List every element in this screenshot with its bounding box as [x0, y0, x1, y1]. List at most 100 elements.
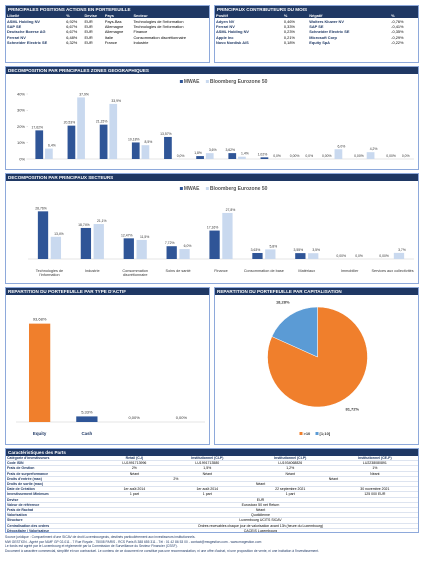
- table-cell: Néant: [331, 471, 418, 477]
- table-cell: Néant: [248, 476, 418, 483]
- value-label: 0,0%: [305, 154, 313, 158]
- bar: [99, 124, 108, 159]
- table-cell: 1,2%: [248, 465, 332, 472]
- value-label: 7,72%: [165, 241, 175, 245]
- bar: [166, 246, 177, 259]
- chart: 28,76% 13,4% 18,74% 21,1% 12,47% 11,5% 7,72% 6,…: [28, 186, 414, 260]
- table-cell: ASML Holding NV: [7, 18, 40, 24]
- table-cell: Novo Nordisk A/S: [216, 40, 249, 46]
- chart-title: DECOMPOSITION PAR PRINCIPALES ZONES GEOG…: [6, 67, 418, 74]
- bar: [45, 148, 53, 159]
- chart-area: 93,68% 5,33% 0,00% 0,00% Equity Cash: [6, 295, 209, 444]
- value-label: 17,16%: [207, 226, 219, 230]
- table-cell: 0,21%: [283, 34, 295, 40]
- value-label: 10,18%: [128, 137, 140, 141]
- bar: [222, 212, 233, 259]
- table-cell: Technologies de l'information: [133, 23, 184, 29]
- y-tick-label: 0%: [19, 156, 25, 161]
- legend-label: MWAE: [184, 79, 200, 85]
- bar: [50, 236, 62, 259]
- chart: 93,68% 5,33% 0,00% 0,00%: [16, 317, 205, 423]
- legend-label: >10: [304, 431, 312, 436]
- row-label: Frais de Rachat: [6, 507, 103, 514]
- table-title: PRINCIPAUX CONTRIBUTEURS DU MOIS: [215, 6, 418, 13]
- table-cell: LU1991713996: [103, 460, 166, 467]
- table-cell: Luxembourg UCITS SICAV: [103, 517, 418, 524]
- bar: [164, 136, 172, 159]
- bar: [205, 153, 214, 159]
- chart-area: 28,76% 13,4% 18,74% 21,1% 12,47% 11,5% 7,72% 6,…: [6, 181, 418, 283]
- value-label: 0,00%: [128, 415, 140, 420]
- column-header: %: [65, 13, 84, 19]
- chart-title: DECOMPOSITION PAR PRINCIPAUX SECTEURS: [6, 174, 418, 181]
- row-label: Code ISIN: [6, 460, 103, 467]
- table-cell: Microsoft Corp: [309, 34, 337, 40]
- category-label: Autriche: [382, 169, 414, 170]
- value-label: 27,8%: [226, 208, 236, 212]
- table-row: Frais de Rachat Néant: [6, 507, 418, 514]
- table-cell: EUR: [84, 18, 93, 24]
- pie-slice: [271, 306, 318, 358]
- bar: [77, 97, 85, 159]
- table-cell: 0,33%: [283, 23, 295, 29]
- category-label: Soins de santé: [165, 269, 191, 273]
- bar: [265, 249, 276, 259]
- value-label: 13,57%: [160, 132, 172, 136]
- legend-swatch: [315, 432, 319, 435]
- table-cell: 6,32%: [66, 40, 78, 46]
- table-cell: EUR: [103, 497, 418, 503]
- value-label: 0,00%: [386, 154, 396, 158]
- value-label: 17,62%: [32, 125, 44, 129]
- row-label: Droits de sortie (max): [6, 481, 103, 488]
- value-label: 0,0%: [273, 154, 281, 158]
- chart: 0% 10% 20% 30% 40% 17,62% 6,4% 20,53% 37,9% 21,15…: [17, 79, 414, 161]
- table-cell: 125 000 EUR: [331, 491, 418, 498]
- value-label: 8,5%: [145, 140, 153, 144]
- value-label: 21,1%: [97, 219, 107, 223]
- table-row: Frais de Gestion 2% 1,5% 1,2% 1%: [6, 465, 418, 472]
- value-label: 0,0%: [177, 154, 185, 158]
- table-cell: SAP SE: [7, 23, 22, 29]
- table-cell: 2%: [103, 476, 249, 483]
- table-cell: 1er août 2014: [103, 486, 166, 493]
- row-label: Valorisation: [6, 512, 103, 519]
- table-cell: Ferrari NV: [216, 23, 235, 29]
- table-cell: 6,67%: [66, 23, 78, 29]
- table-cell: 22 septembre 2021: [248, 486, 332, 493]
- table: Catégorie d'investisseurs Retail (C-I) Ins…: [6, 456, 418, 532]
- table-cell: ASML Holding NV: [216, 29, 249, 35]
- table-row: ASML Holding NV 6,92% EUR Pays-Bas Technolog…: [6, 18, 209, 24]
- table-cell: Schneider Electric SE: [309, 29, 350, 35]
- value-label: 93,68%: [33, 317, 47, 322]
- value-label: 3,55%: [294, 248, 304, 252]
- table-cell: LU2238080891: [331, 460, 418, 467]
- table: Positif% Négatif% Adyen NV 0,46% Wolters Klu…: [215, 13, 418, 45]
- value-label: 18,74%: [78, 223, 90, 227]
- table-cell: -0,41%: [391, 23, 404, 29]
- value-label: 11,5%: [140, 235, 149, 239]
- bar: [196, 156, 204, 159]
- table-cell: Eurostoxx 50 net Return: [103, 502, 418, 509]
- bar: [131, 142, 140, 159]
- bar: [37, 211, 49, 259]
- table-cell: -0,29%: [391, 34, 404, 40]
- footer-line: Document à caractère commercial, simplif…: [5, 548, 320, 553]
- table-row: Investissement Minimum 1 part 1 part 1 part…: [6, 491, 418, 498]
- column-header: %: [390, 13, 418, 19]
- column-header: Secteur: [132, 13, 209, 19]
- category-label: France: [60, 169, 92, 170]
- bar: [123, 238, 134, 259]
- table-row: Droits d'entrée (max) 2% Néant: [6, 476, 418, 483]
- table-cell: 1er août 2014: [165, 486, 249, 493]
- table-cell: -0,22%: [391, 40, 404, 46]
- table-cell: 30 novembre 2021: [331, 486, 418, 493]
- value-label: 3,7%: [398, 248, 406, 252]
- table-cell: Allemagne: [104, 23, 124, 29]
- contributors-table: PRINCIPAUX CONTRIBUTEURS DU MOIS Positif%…: [214, 5, 419, 63]
- category-label: Matériaux: [298, 269, 316, 273]
- table-cell: 2%: [103, 465, 166, 472]
- table-row: Ferrari NV 0,33% SAP SE -0,41%: [215, 24, 418, 29]
- table-cell: Néant: [103, 471, 166, 477]
- table-row: Valorisation Quotidienne: [6, 512, 418, 519]
- value-label: 3,5%: [312, 248, 320, 252]
